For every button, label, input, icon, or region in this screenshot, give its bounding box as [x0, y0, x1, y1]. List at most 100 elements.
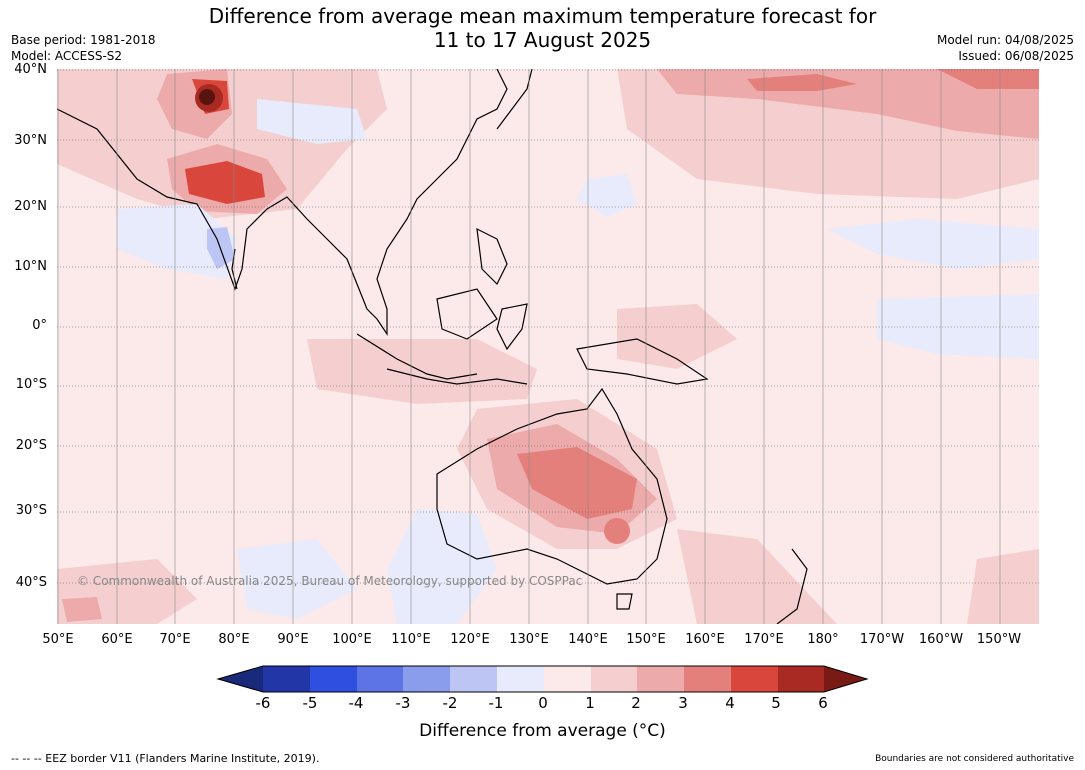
colorbar-swatch-7: [544, 666, 591, 692]
lat-label-30n: 30°N: [14, 133, 47, 148]
lon-label-180: 180°: [807, 632, 839, 647]
asia-coastline: [57, 69, 508, 336]
sulawesi-coast: [496, 303, 528, 351]
colorbar-tick-1: 1: [585, 694, 595, 712]
lon-label-110e: 110°E: [391, 632, 431, 647]
lon-label-130e: 130°E: [509, 632, 549, 647]
colorbar-swatch-5: [450, 666, 497, 692]
colorbar-swatch-13: [824, 666, 867, 692]
anomaly-himalaya-4: [199, 89, 215, 105]
anomaly-south-indian-blue: [237, 539, 357, 619]
model-text: Model: ACCESS-S2: [11, 49, 123, 63]
colorbar-tick-5: 5: [771, 694, 781, 712]
anomaly-north-pacific-2: [657, 69, 1039, 139]
lat-label-20s: 20°S: [15, 438, 47, 453]
colorbar: [216, 665, 869, 693]
borneo-coast: [436, 288, 498, 340]
meta-left: Base period: 1981-2018 Model: ACCESS-S2: [11, 32, 156, 64]
colorbar-tick-m5: -5: [302, 694, 318, 712]
anomaly-north-pacific-3: [747, 74, 857, 91]
colorbar-tick-m4: -4: [348, 694, 364, 712]
colorbar-swatch-9: [637, 666, 684, 692]
anomaly-fields: [57, 69, 1039, 624]
colorbar-swatch-4: [403, 666, 450, 692]
anomaly-north-pacific-4: [937, 69, 1039, 89]
japan-coast: [496, 69, 533, 130]
philippines-coast: [476, 227, 508, 286]
lon-label-140e: 140°E: [568, 632, 608, 647]
lon-label-50e: 50°E: [42, 632, 74, 647]
lat-label-10n: 10°N: [14, 259, 47, 274]
anomaly-png: [617, 304, 737, 369]
colorbar-swatch-11: [731, 666, 778, 692]
colorbar-tick-3: 3: [678, 694, 688, 712]
new-guinea-coast: [576, 338, 709, 385]
lon-label-120e: 120°E: [450, 632, 490, 647]
map-svg: [57, 69, 1039, 624]
colorbar-swatch-12: [778, 666, 824, 692]
colorbar-swatch-6: [497, 666, 544, 692]
new-zealand-coast: [776, 548, 808, 624]
coastlines: [57, 69, 808, 624]
lat-label-40s: 40°S: [15, 575, 47, 590]
australia-coast: [436, 387, 668, 585]
title-line-1: Difference from average mean maximum tem…: [208, 4, 877, 28]
anomaly-sri-lanka-blue: [207, 227, 235, 269]
anomaly-tibet-blue: [257, 99, 367, 144]
colorbar-tick-m3: -3: [395, 694, 411, 712]
lon-label-80e: 80°E: [218, 632, 250, 647]
lon-label-100e: 100°E: [332, 632, 372, 647]
anomaly-australia-4: [604, 518, 630, 544]
colorbar-swatch-8: [591, 666, 637, 692]
colorbar-swatch-0: [218, 666, 263, 692]
issued-text: Issued: 06/08/2025: [958, 49, 1074, 63]
copyright-text: © Commonwealth of Australia 2025, Bureau…: [77, 574, 583, 588]
colorbar-swatch-3: [357, 666, 403, 692]
tasmania-coast: [616, 593, 633, 610]
lon-label-150e: 150°E: [626, 632, 666, 647]
java-coast: [386, 368, 528, 385]
model-run-text: Model run: 04/08/2025: [936, 33, 1074, 47]
lon-label-60e: 60°E: [101, 632, 133, 647]
meta-right: Model run: 04/08/2025 Issued: 06/08/2025: [937, 32, 1074, 64]
colorbar-tick-m1: -1: [488, 694, 504, 712]
lat-label-10s: 10°S: [15, 377, 47, 392]
colorbar-tick-0: 0: [538, 694, 548, 712]
colorbar-swatch-10: [684, 666, 731, 692]
lon-label-170e: 170°E: [744, 632, 784, 647]
colorbar-tick-2: 2: [631, 694, 641, 712]
lat-label-20n: 20°N: [14, 199, 47, 214]
map-title: Difference from average mean maximum tem…: [0, 4, 1085, 52]
lon-label-90e: 90°E: [277, 632, 309, 647]
anomaly-australia-3: [517, 447, 637, 519]
eez-footnote: -- -- -- EEZ border V11 (Flanders Marine…: [11, 752, 320, 765]
colorbar-swatch-2: [310, 666, 357, 692]
anomaly-indian-ocean-blue: [387, 509, 497, 624]
anomaly-philippine-blue: [577, 174, 637, 217]
lat-label-40n: 40°N: [14, 62, 47, 77]
lon-label-70e: 70°E: [159, 632, 191, 647]
lon-label-150w: 150°W: [976, 632, 1022, 647]
colorbar-tick-m6: -6: [255, 694, 271, 712]
base-period-text: Base period: 1981-2018: [11, 33, 156, 47]
boundaries-note: Boundaries are not considered authoritat…: [875, 754, 1074, 764]
lon-label-160e: 160°E: [685, 632, 725, 647]
sumatra-coast: [356, 333, 478, 380]
anomaly-tasman: [677, 529, 837, 624]
colorbar-tick-4: 4: [725, 694, 735, 712]
lon-label-170w: 170°W: [859, 632, 905, 647]
anomaly-sw-indian-2: [62, 597, 102, 622]
colorbar-outline: [216, 665, 869, 693]
colorbar-title: Difference from average (°C): [419, 721, 666, 741]
colorbar-tick-6: 6: [818, 694, 828, 712]
anomaly-india-2: [185, 161, 265, 204]
anomaly-east-pacific-blue: [877, 294, 1039, 359]
meridians: [57, 69, 1001, 624]
lat-label-0: 0°: [32, 318, 47, 333]
title-line-2: 11 to 17 August 2025: [433, 28, 652, 52]
anomaly-central-pacific-blue: [827, 219, 1039, 269]
forecast-map: [57, 69, 1039, 624]
lon-label-160w: 160°W: [918, 632, 964, 647]
colorbar-tick-m2: -2: [442, 694, 458, 712]
colorbar-swatch-1: [263, 666, 310, 692]
